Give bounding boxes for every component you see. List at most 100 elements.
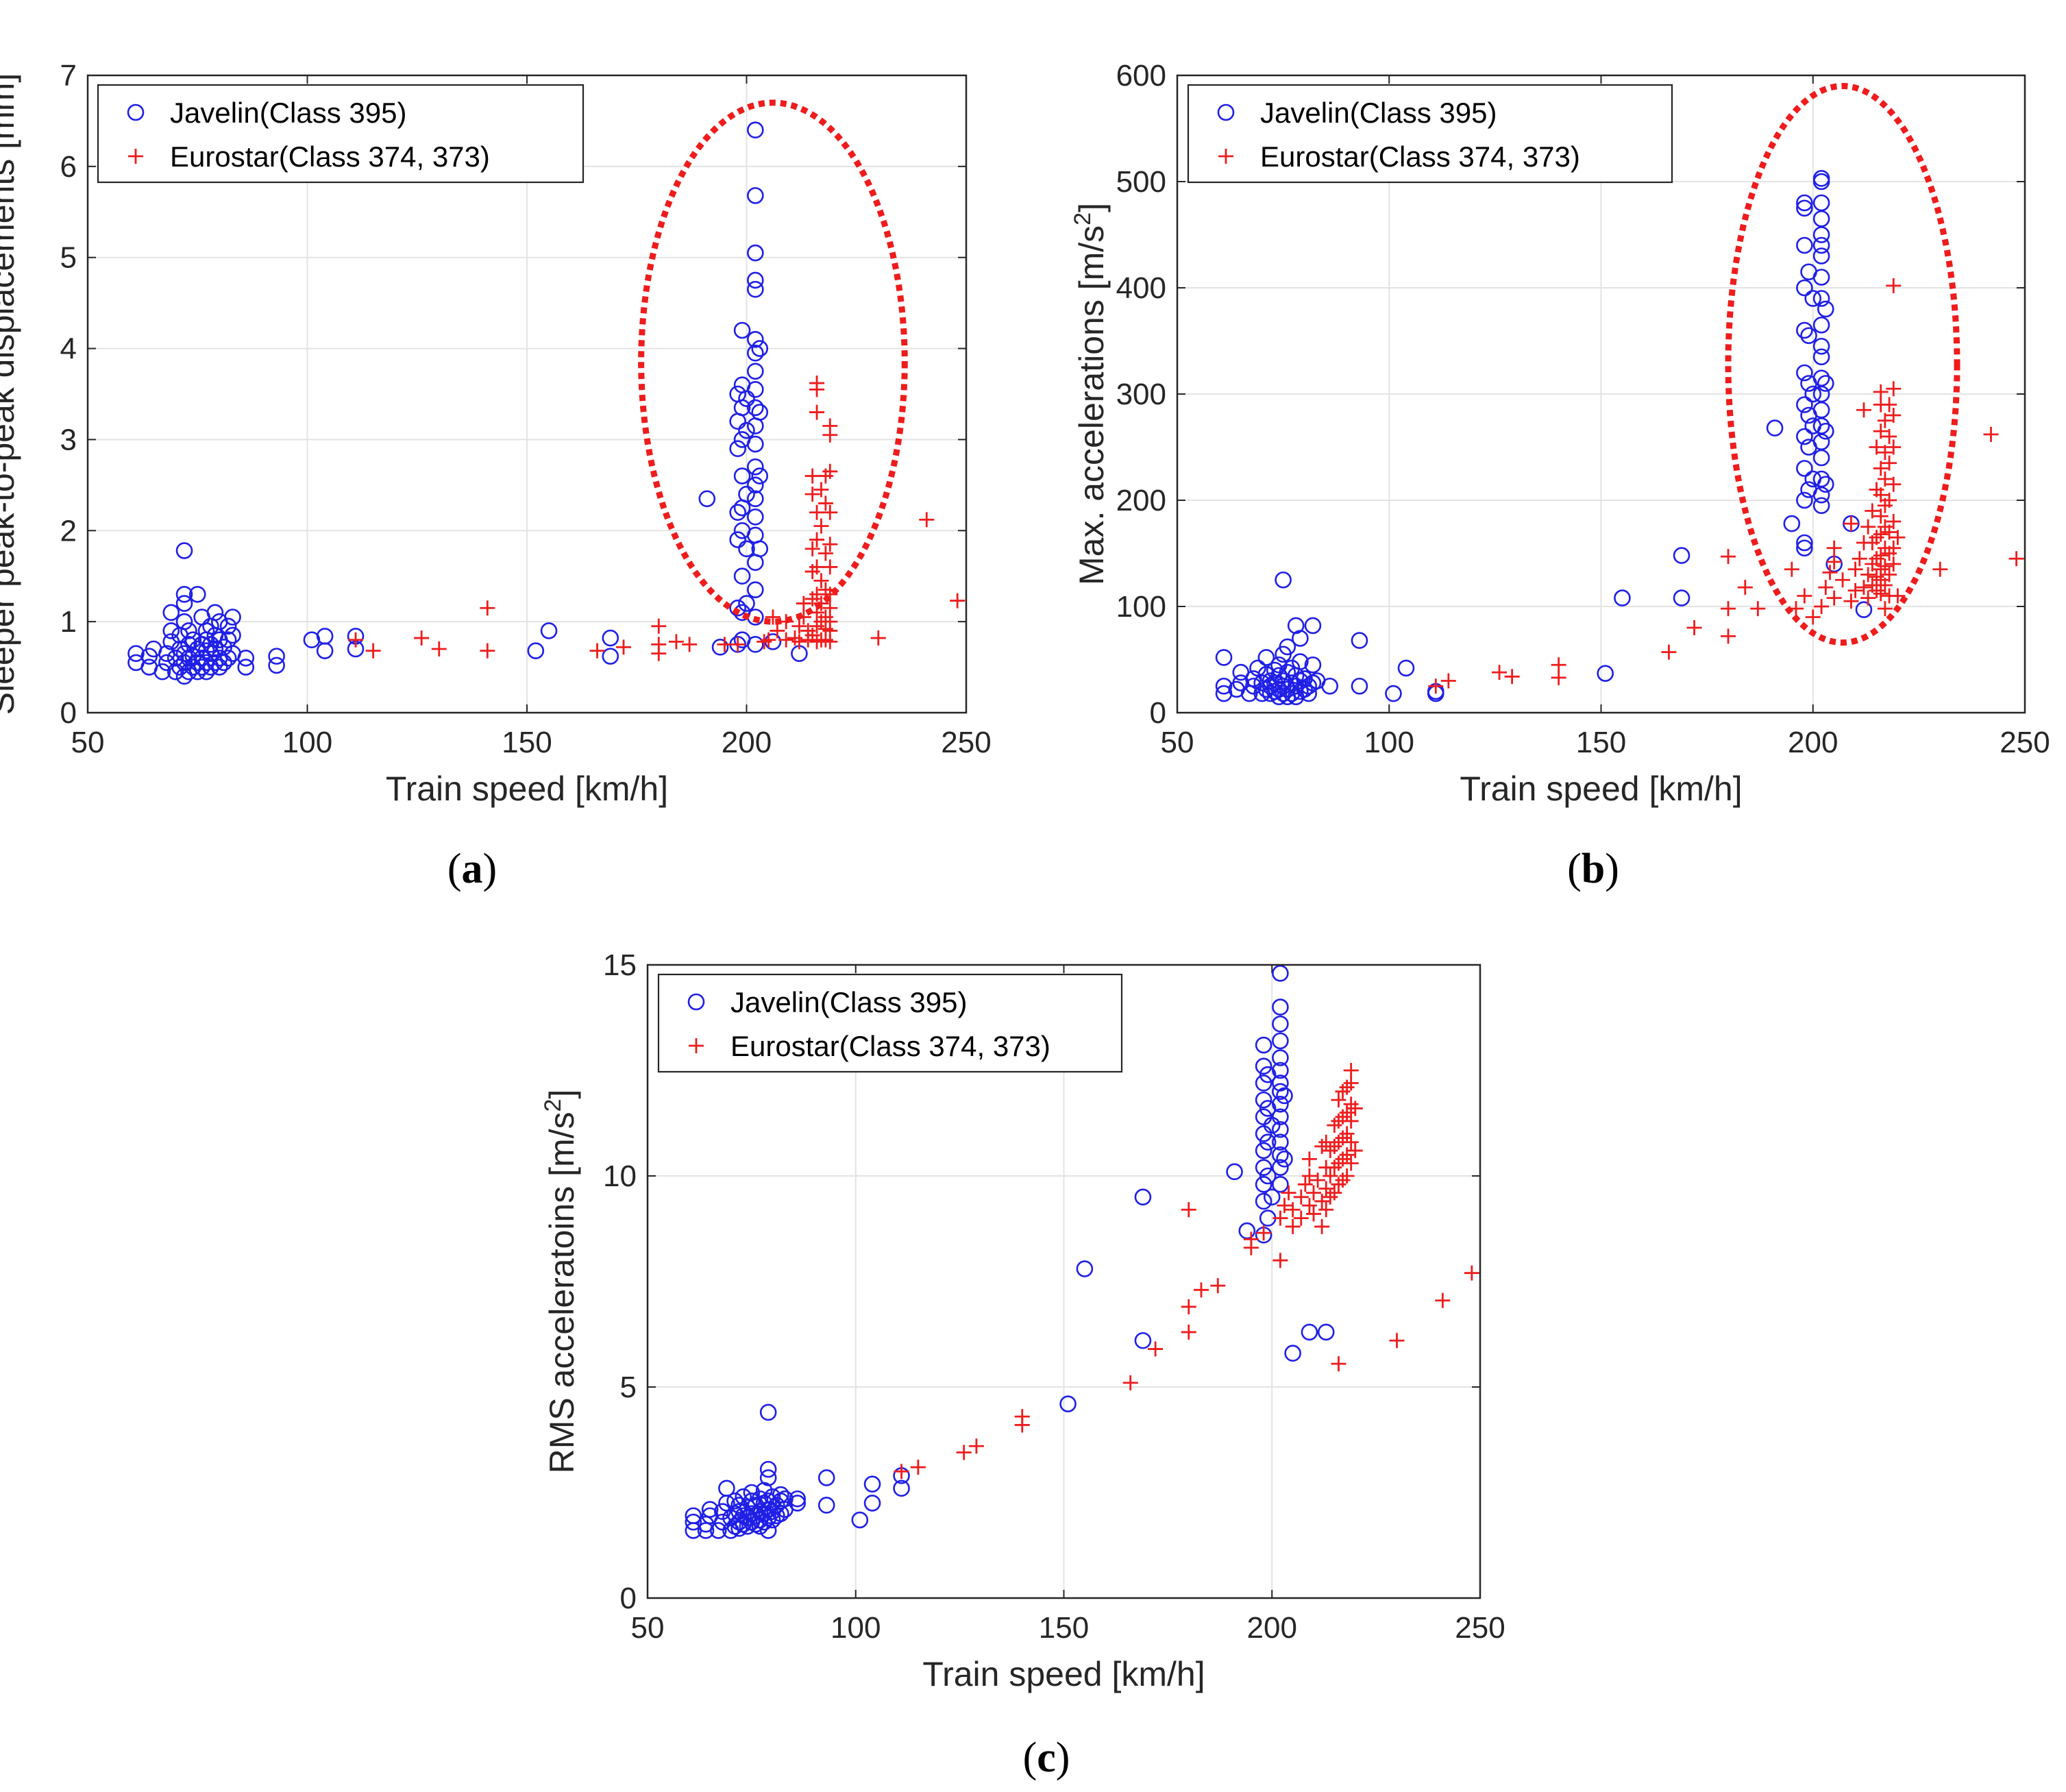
javelin-point bbox=[1272, 1032, 1289, 1050]
javelin-point bbox=[1783, 515, 1801, 532]
eurostar-point bbox=[1932, 561, 1948, 577]
javelin-point bbox=[202, 645, 219, 662]
javelin-point bbox=[751, 540, 769, 558]
javelin-point bbox=[1272, 1120, 1289, 1138]
eurostar-point bbox=[1686, 620, 1702, 635]
x-tick-label: 100 bbox=[282, 726, 332, 759]
javelin-point bbox=[1766, 419, 1784, 437]
legend-marker-eurostar bbox=[689, 1038, 704, 1053]
javelin-point bbox=[1796, 396, 1813, 413]
javelin-point bbox=[1272, 1061, 1289, 1079]
javelin-point bbox=[1817, 476, 1834, 493]
eurostar-point bbox=[1339, 1168, 1355, 1183]
javelin-point bbox=[747, 435, 764, 453]
highlight-ellipse bbox=[638, 99, 908, 625]
y-tick-label: 1 bbox=[60, 605, 77, 639]
javelin-point bbox=[1263, 1188, 1281, 1206]
x-tick-label: 100 bbox=[831, 1611, 881, 1645]
javelin-point bbox=[1812, 236, 1830, 254]
javelin-point bbox=[1812, 269, 1830, 286]
javelin-point bbox=[1272, 1015, 1289, 1033]
eurostar-point bbox=[682, 637, 698, 652]
eurostar-point bbox=[1860, 590, 1876, 606]
eurostar-point bbox=[817, 545, 833, 561]
y-tick-label: 15 bbox=[603, 948, 637, 982]
y-tick-label: 2 bbox=[60, 514, 77, 548]
eurostar-point bbox=[919, 512, 935, 528]
javelin-point bbox=[1275, 685, 1292, 702]
highlight-ellipse bbox=[1725, 82, 1960, 646]
javelin-point bbox=[1272, 998, 1289, 1016]
javelin-point bbox=[729, 599, 746, 617]
eurostar-point bbox=[1389, 1333, 1405, 1349]
eurostar-point bbox=[804, 487, 820, 502]
eurostar-point bbox=[589, 643, 605, 659]
javelin-point bbox=[1812, 369, 1830, 387]
javelin-point bbox=[747, 399, 764, 417]
eurostar-point bbox=[809, 532, 825, 548]
javelin-point bbox=[1296, 680, 1313, 698]
eurostar-point bbox=[1440, 673, 1456, 689]
eurostar-point bbox=[1314, 1193, 1330, 1209]
eurostar-point bbox=[414, 630, 430, 646]
eurostar-point bbox=[1882, 397, 1897, 413]
javelin-point bbox=[1812, 497, 1830, 515]
javelin-point bbox=[180, 622, 197, 639]
javelin-point bbox=[1276, 1151, 1293, 1168]
eurostar-point bbox=[809, 504, 825, 520]
javelin-point bbox=[1275, 571, 1292, 589]
javelin-point bbox=[1800, 327, 1817, 345]
javelin-point bbox=[1272, 1075, 1289, 1092]
eurostar-point bbox=[1347, 1101, 1363, 1116]
eurostar-point bbox=[1877, 445, 1893, 461]
eurostar-point bbox=[1882, 455, 1897, 471]
eurostar-point bbox=[1428, 678, 1444, 694]
eurostar-point bbox=[348, 632, 364, 648]
eurostar-point bbox=[1797, 588, 1812, 604]
y-axis-label: RMS acceleratoins [m/s2] bbox=[540, 1090, 581, 1474]
eurostar-point bbox=[813, 596, 829, 611]
javelin-point bbox=[747, 244, 764, 262]
javelin-point bbox=[1812, 170, 1830, 187]
x-tick-label: 150 bbox=[502, 726, 552, 759]
javelin-point bbox=[1796, 199, 1813, 217]
javelin-point bbox=[1255, 1075, 1272, 1092]
eurostar-point bbox=[1877, 559, 1893, 574]
eurostar-point bbox=[1327, 1185, 1342, 1201]
javelin-point bbox=[1804, 385, 1822, 403]
eurostar-point bbox=[1843, 593, 1859, 609]
javelin-point bbox=[729, 504, 746, 521]
y-tick-label: 100 bbox=[1116, 590, 1166, 624]
javelin-point bbox=[224, 609, 241, 626]
javelin-point bbox=[175, 654, 193, 672]
x-axis-label: Train speed [km/h] bbox=[386, 770, 668, 808]
eurostar-point bbox=[1882, 429, 1897, 444]
javelin-point bbox=[709, 1522, 727, 1539]
javelin-point bbox=[685, 1513, 702, 1531]
javelin-point bbox=[851, 1511, 869, 1529]
axes-frame bbox=[86, 74, 968, 714]
x-tick-label: 50 bbox=[631, 1611, 665, 1645]
eurostar-point bbox=[968, 1438, 984, 1454]
javelin-point bbox=[1812, 470, 1830, 488]
eurostar-point bbox=[1886, 540, 1902, 556]
javelin-point bbox=[1292, 630, 1309, 647]
eurostar-point bbox=[1852, 551, 1867, 567]
javelin-point bbox=[1134, 1188, 1152, 1206]
eurostar-point bbox=[1873, 586, 1889, 602]
javelin-point bbox=[733, 321, 751, 339]
legend-label: Javelin(Class 395) bbox=[1260, 97, 1497, 129]
javelin-point bbox=[1272, 1083, 1289, 1101]
javelin-point bbox=[747, 581, 764, 598]
eurostar-point bbox=[1818, 580, 1834, 596]
javelin-point bbox=[1134, 1331, 1152, 1349]
javelin-point bbox=[1266, 661, 1283, 679]
javelin-point bbox=[1259, 1133, 1277, 1151]
eurostar-point bbox=[1886, 408, 1902, 423]
eurostar-point bbox=[1122, 1375, 1138, 1390]
eurostar-point bbox=[1890, 530, 1906, 545]
javelin-point bbox=[1796, 460, 1813, 477]
eurostar-point bbox=[770, 623, 785, 639]
javelin-point bbox=[210, 659, 228, 676]
